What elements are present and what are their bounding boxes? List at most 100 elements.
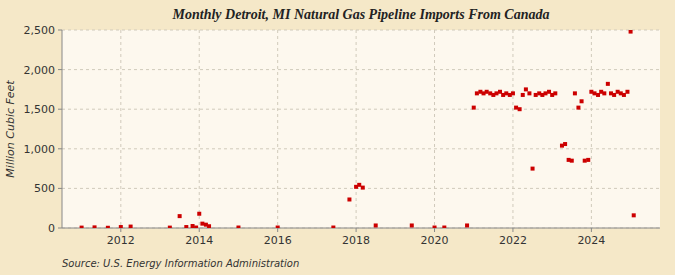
y-tick xyxy=(58,228,62,229)
title: Monthly Detroit, MI Natural Gas Pipeline… xyxy=(172,7,550,22)
x-tick-label: 2014 xyxy=(185,234,213,247)
point xyxy=(593,91,597,95)
point xyxy=(178,214,182,218)
y-grid-line xyxy=(62,148,660,149)
y-axis-line xyxy=(62,30,63,228)
point xyxy=(207,224,211,228)
point xyxy=(632,213,636,217)
point xyxy=(586,158,590,162)
y-tick-label: 1,000 xyxy=(24,143,56,156)
point xyxy=(106,226,110,228)
point xyxy=(518,107,522,111)
point xyxy=(625,90,629,94)
y-grid-line xyxy=(62,228,660,229)
y-grid-line xyxy=(62,109,660,110)
y-tick-label: 2,000 xyxy=(24,64,56,77)
point xyxy=(236,226,240,228)
point xyxy=(357,183,361,187)
point xyxy=(524,87,528,91)
point xyxy=(80,226,84,228)
point xyxy=(168,226,172,228)
point xyxy=(374,223,378,227)
x-tick-label: 2016 xyxy=(264,234,292,247)
y-tick xyxy=(58,30,62,31)
x-tick xyxy=(591,228,592,232)
point xyxy=(361,186,365,190)
chart: 0 500 1,000 1,500 2,000 2,500 2012 2014 2016 2018… xyxy=(0,0,675,275)
point xyxy=(602,91,606,95)
y-grid-line xyxy=(62,30,660,31)
y-axis-label: Million Cubic Feet xyxy=(4,80,17,178)
point xyxy=(119,225,123,228)
y-tick xyxy=(58,188,62,189)
point xyxy=(276,226,280,228)
point xyxy=(629,30,633,34)
point xyxy=(563,142,567,146)
x-tick xyxy=(120,228,121,232)
point xyxy=(521,93,525,97)
point xyxy=(494,91,498,95)
x-tick xyxy=(199,228,200,232)
y-tick xyxy=(58,148,62,149)
x-grid-line xyxy=(512,30,513,228)
point xyxy=(573,91,577,95)
x-tick xyxy=(356,228,357,232)
x-axis-line xyxy=(62,228,660,229)
x-tick-label: 2018 xyxy=(342,234,370,247)
point xyxy=(475,91,479,95)
point xyxy=(570,159,574,163)
point xyxy=(527,91,531,95)
point xyxy=(331,226,335,228)
x-tick xyxy=(277,228,278,232)
point xyxy=(433,226,437,228)
x-tick-label: 2024 xyxy=(577,234,605,247)
points xyxy=(80,30,636,228)
point xyxy=(553,91,557,95)
x-grid-line xyxy=(591,30,592,228)
y-tick-label: 500 xyxy=(34,182,55,195)
x-tick-label: 2020 xyxy=(421,234,449,247)
y-tick-label: 1,500 xyxy=(24,103,56,116)
point xyxy=(200,222,204,226)
point xyxy=(504,91,508,95)
point xyxy=(606,82,610,86)
point xyxy=(583,159,587,163)
point xyxy=(622,93,626,97)
point xyxy=(485,90,489,94)
x-grid-line xyxy=(434,30,435,228)
y-tick xyxy=(58,69,62,70)
point xyxy=(511,91,515,95)
x-grid-line xyxy=(120,30,121,228)
y-tick-label: 2,500 xyxy=(24,24,56,37)
point xyxy=(129,225,133,228)
point xyxy=(347,197,351,201)
point xyxy=(514,106,518,110)
point xyxy=(191,224,195,228)
point xyxy=(194,226,198,228)
plot-background xyxy=(62,30,660,228)
point xyxy=(442,226,446,228)
point xyxy=(410,223,414,227)
x-grid-line xyxy=(199,30,200,228)
source-note: Source: U.S. Energy Information Administ… xyxy=(62,258,299,269)
point xyxy=(197,212,201,216)
point xyxy=(93,225,97,228)
point xyxy=(612,93,616,97)
point xyxy=(531,167,535,171)
point xyxy=(580,99,584,103)
x-tick xyxy=(512,228,513,232)
point xyxy=(534,93,538,97)
y-tick xyxy=(58,109,62,110)
point xyxy=(543,91,547,95)
x-grid-line xyxy=(277,30,278,228)
point xyxy=(472,106,476,110)
x-tick-label: 2012 xyxy=(107,234,135,247)
point xyxy=(184,225,188,228)
x-tick-label: 2022 xyxy=(499,234,527,247)
x-tick xyxy=(434,228,435,232)
y-tick-label: 0 xyxy=(48,222,55,235)
y-grid-line xyxy=(62,69,660,70)
point xyxy=(465,223,469,227)
x-grid-line xyxy=(356,30,357,228)
point xyxy=(576,106,580,110)
